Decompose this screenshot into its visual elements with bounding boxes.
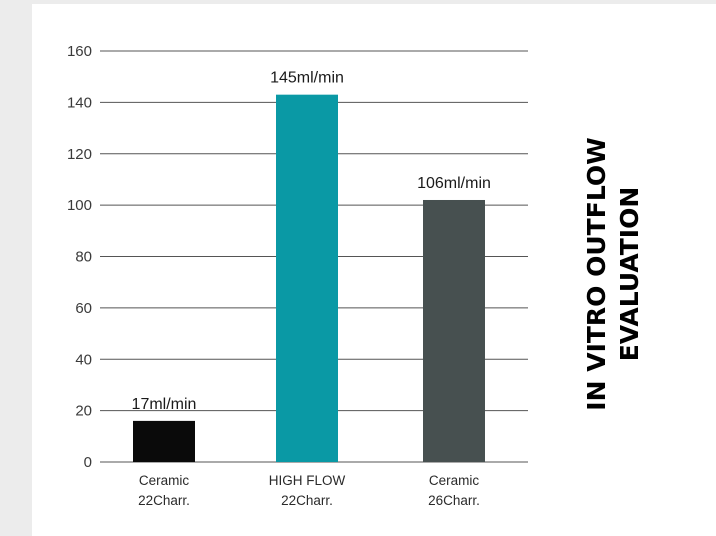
y-tick-label: 120 [67,146,92,163]
bar-data-label: 106ml/min [417,175,491,192]
y-axis-ticks: 0 20 40 60 80 100 120 140 160 [67,43,92,471]
y-tick-label: 20 [75,403,92,420]
category-label: Ceramic [429,473,480,488]
bar-data-label: 145ml/min [270,70,344,87]
bar [276,94,338,462]
bar-data-label: 17ml/min [132,396,197,413]
y-tick-label: 140 [67,94,92,111]
bar [133,420,195,462]
x-axis-categories: Ceramic 22Charr. HIGH FLOW 22Charr. Ceramic 2… [138,473,480,508]
category-label: Ceramic [139,473,190,488]
chart-title-line: IN VITRO OUTFLOW [582,137,611,410]
chart-title-line: EVALUATION [615,187,644,362]
y-tick-label: 100 [67,197,92,214]
y-tick-label: 80 [75,249,92,266]
y-tick-label: 0 [84,454,92,471]
category-label: HIGH FLOW [269,473,346,488]
y-tick-label: 60 [75,300,92,317]
y-tick-label: 40 [75,351,92,368]
chart-panel: 0 20 40 60 80 100 120 140 160 17ml/min 145ml/min 1… [32,4,716,536]
chart-title: IN VITRO OUTFLOW EVALUATION [582,137,644,410]
category-label: 22Charr. [281,493,333,508]
bar [423,199,485,463]
category-label: 26Charr. [428,493,480,508]
y-tick-label: 160 [67,43,92,60]
bars [133,94,485,463]
data-labels: 17ml/min 145ml/min 106ml/min [132,70,491,413]
category-label: 22Charr. [138,493,190,508]
